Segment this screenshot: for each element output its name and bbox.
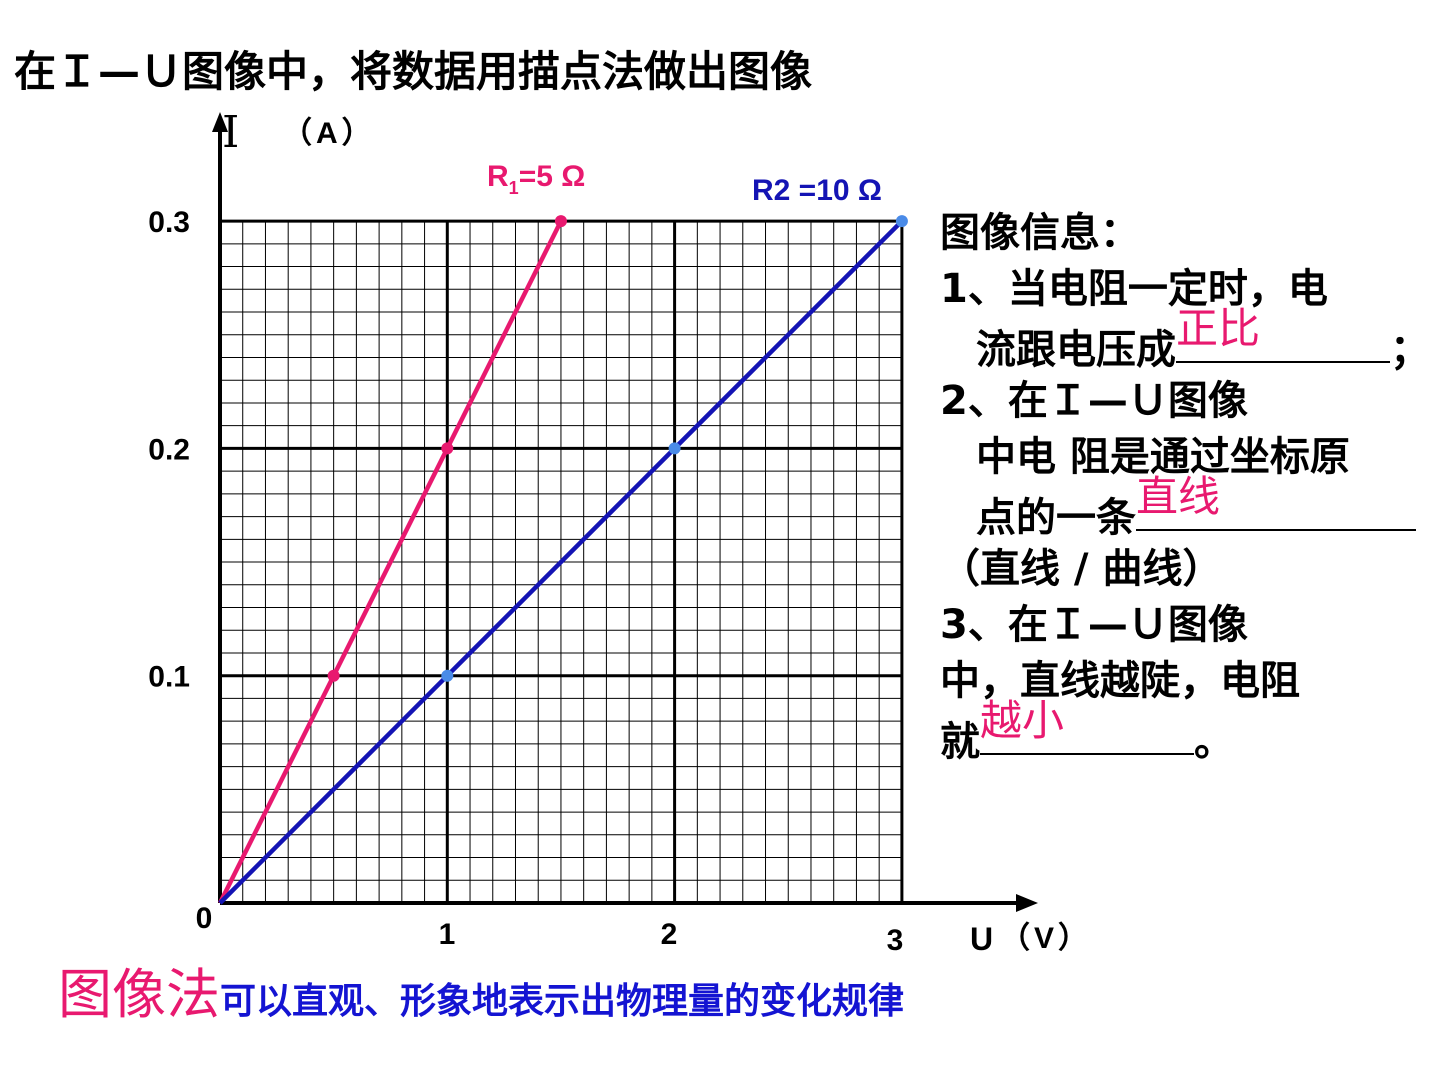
data-point-1-2	[441, 442, 454, 455]
info-item2-text: 点的一条	[976, 495, 1136, 541]
info-item1-text: 流跟电压成	[976, 327, 1176, 373]
y-axis-unit: （A）	[282, 116, 376, 150]
image-info-panel: 图像信息： 1、当电阻一定时，电 流跟电压成 正比 ； 2、在Ｉ—Ｕ图像 中电 阻是…	[940, 205, 1440, 765]
x-axis-symbol: U	[970, 921, 993, 957]
data-point-1-3	[554, 215, 567, 228]
info-item2-line1: 2、在Ｉ—Ｕ图像	[940, 378, 1248, 424]
info-item2-line3: 点的一条 直线	[940, 472, 1440, 541]
info-item1-line2: 流跟电压成 正比 ；	[940, 304, 1440, 373]
answer-3: 越小	[980, 696, 1065, 745]
answer-blank-3: 越小	[980, 696, 1194, 755]
footer-highlight: 图像法	[58, 963, 220, 1026]
chart-labels: 0.1 0.2 0.3 1 2 3 0 I （A） U （V） R1=5 Ω R2 =10 Ω	[148, 107, 1092, 957]
info-item2-line4: （直线 / 曲线）	[940, 546, 1223, 592]
info-item3-text: 就	[940, 719, 980, 765]
y-axis-arrow	[212, 112, 228, 132]
iu-chart: 0.1 0.2 0.3 1 2 3 0 I （A） U （V） R1=5 Ω R2 =10 Ω	[148, 107, 1092, 957]
data-point-1-1	[327, 669, 340, 682]
axes	[212, 112, 1038, 912]
info-item3-line1: 3、在Ｉ—Ｕ图像	[940, 602, 1248, 648]
series-label-2: R2 =10 Ω	[752, 174, 882, 207]
series-line-1	[217, 220, 563, 905]
y-axis-symbol: I	[222, 107, 239, 158]
data-point-2-2	[668, 442, 681, 455]
info-item1-line1: 1、当电阻一定时，电	[940, 266, 1328, 312]
data-point-2-3	[895, 215, 908, 228]
x-tick-label: 3	[887, 924, 904, 957]
info-item3-end: 。	[1194, 719, 1234, 765]
x-tick-label: 2	[661, 918, 678, 951]
y-tick-label: 0.2	[148, 433, 190, 466]
series-layer	[217, 215, 908, 905]
x-axis-unit: （V）	[1000, 921, 1092, 955]
info-heading: 图像信息：	[940, 210, 1140, 256]
answer-1: 正比	[1176, 304, 1261, 353]
y-tick-label: 0.1	[148, 661, 190, 694]
data-point-2-1	[441, 669, 454, 682]
origin-label: 0	[196, 902, 213, 935]
series-label-1: R1=5 Ω	[487, 160, 585, 198]
minor-grid	[220, 221, 902, 903]
x-tick-label: 1	[439, 918, 456, 951]
info-item3-line3: 就越小 。	[940, 696, 1440, 765]
x-axis-arrow	[1016, 894, 1038, 912]
answer-blank-2: 直线	[1136, 472, 1416, 531]
y-tick-label: 0.3	[148, 206, 190, 239]
info-item2-line2: 中电 阻是通过坐标原	[976, 434, 1350, 480]
series-line-2	[218, 219, 904, 905]
info-item3-line2: 中，直线越陡，电阻	[940, 658, 1300, 704]
footer-text: 可以直观、形象地表示出物理量的变化规律	[220, 981, 905, 1022]
info-item1-end: ；	[1390, 327, 1430, 373]
footer-statement: 图像法可以直观、形象地表示出物理量的变化规律	[58, 950, 904, 1029]
slide-title: 在Ｉ—Ｕ图像中，将数据用描点法做出图像	[14, 47, 813, 96]
answer-2: 直线	[1136, 472, 1221, 521]
answer-blank-1: 正比	[1176, 304, 1390, 363]
